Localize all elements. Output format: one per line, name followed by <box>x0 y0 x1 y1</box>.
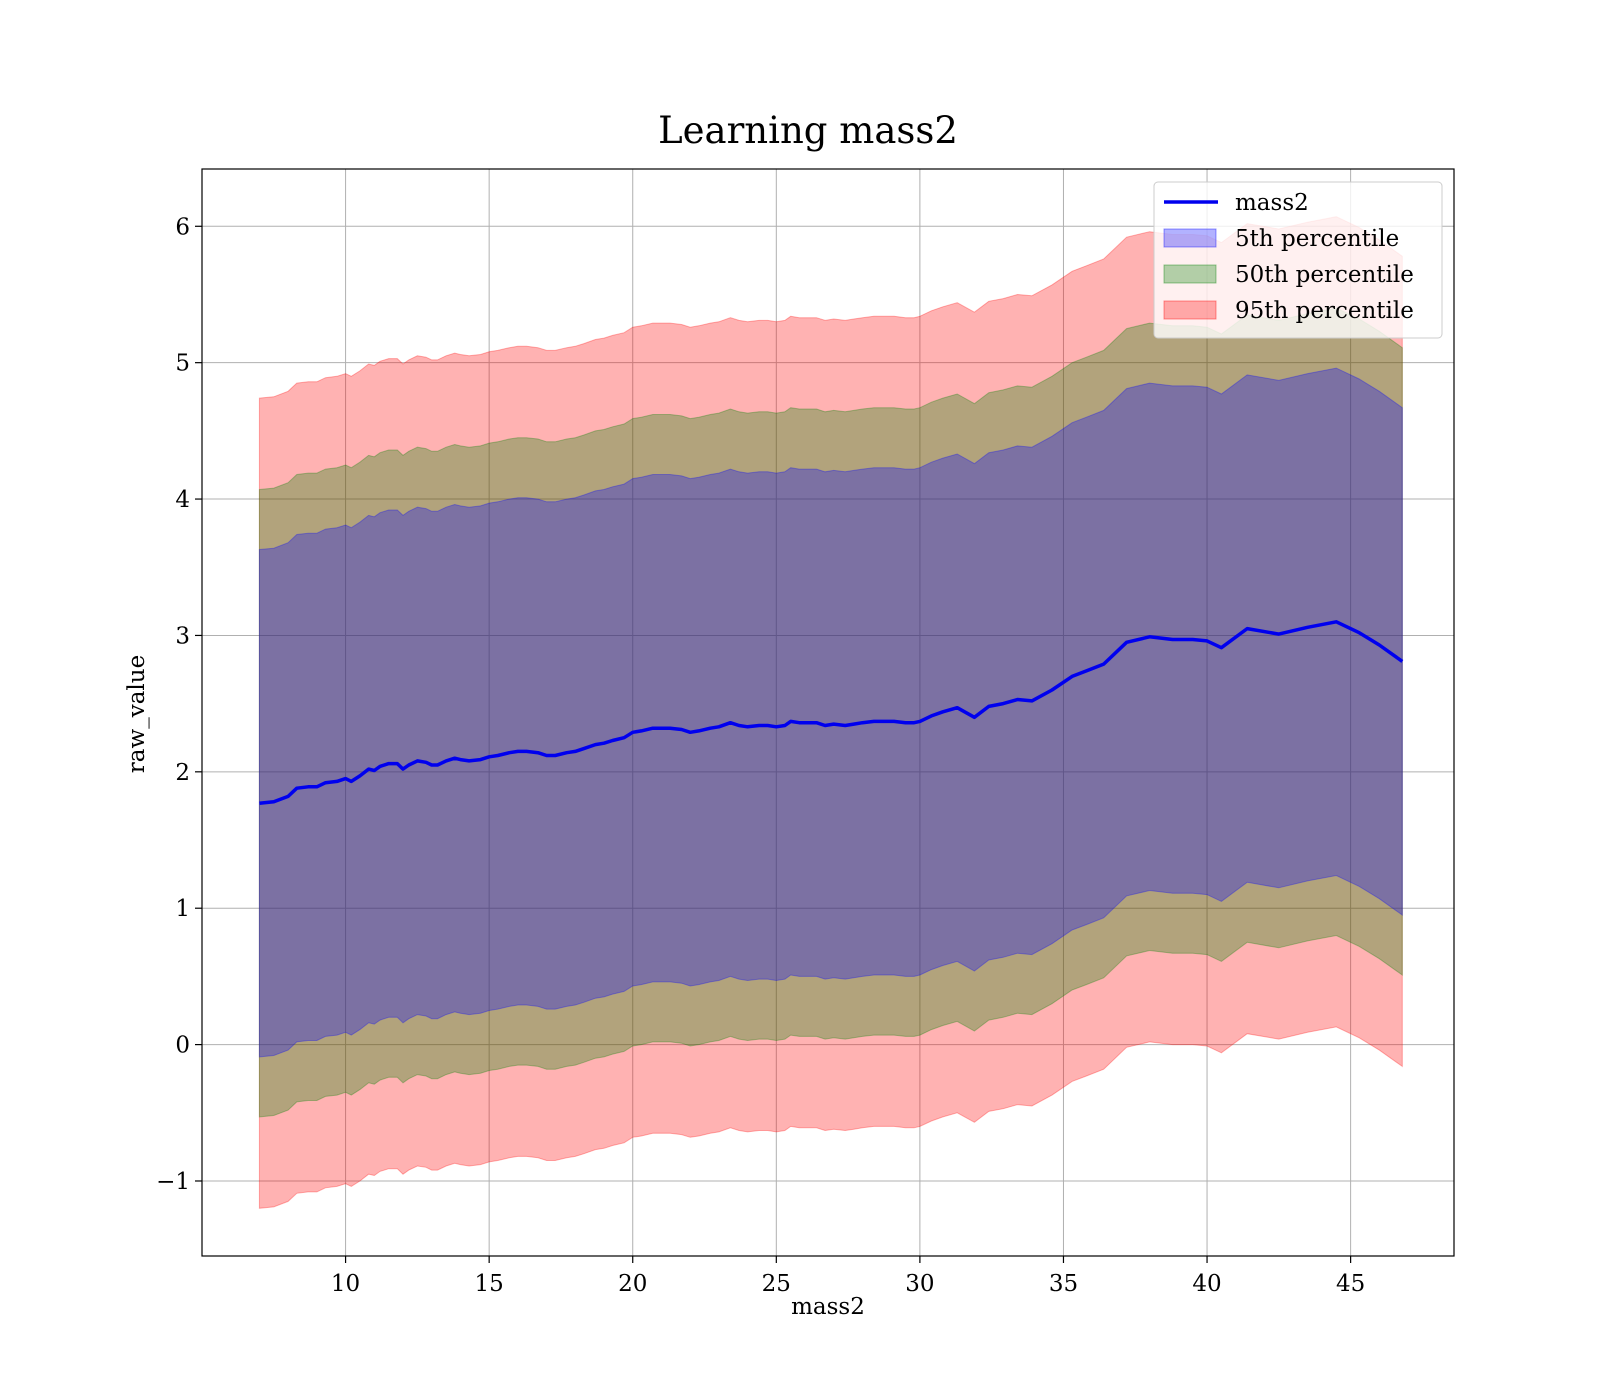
y-tick-label: −1 <box>156 1169 190 1195</box>
legend-label: 95th percentile <box>1235 298 1414 324</box>
plot-frame <box>201 168 1455 1257</box>
x-tick-label: 25 <box>762 1271 791 1297</box>
legend-label: 50th percentile <box>1235 262 1414 288</box>
x-axis-label: mass2 <box>791 1294 865 1320</box>
legend-frame <box>1153 181 1443 339</box>
series-lines <box>259 620 1404 805</box>
legend: mass2 5th percentile 50th percentile 95th p… <box>1153 181 1443 339</box>
legend-patch-swatch <box>1163 228 1217 248</box>
x-tick-label: 20 <box>618 1271 647 1297</box>
x-tick-label: 30 <box>905 1271 934 1297</box>
legend-patch-swatch <box>1163 300 1217 320</box>
legend-label: 5th percentile <box>1235 226 1399 252</box>
x-tick-label: 35 <box>1049 1271 1078 1297</box>
y-axis-ticks: −1 0 1 2 3 4 5 6 <box>156 214 202 1195</box>
y-tick-label: 4 <box>175 487 190 513</box>
x-axis-ticks: 10 15 20 25 30 35 40 45 <box>331 1256 1365 1297</box>
y-tick-label: 1 <box>175 896 190 922</box>
y-tick-label: 3 <box>175 623 190 649</box>
legend-patch-swatch <box>1163 264 1217 284</box>
x-tick-label: 10 <box>331 1271 360 1297</box>
percentile-bands <box>258 216 1403 1209</box>
chart-title: Learning mass2 <box>658 109 958 152</box>
x-tick-label: 45 <box>1336 1271 1365 1297</box>
grid-vertical <box>345 169 1352 1256</box>
x-tick-label: 15 <box>475 1271 504 1297</box>
x-tick-label: 40 <box>1192 1271 1221 1297</box>
y-tick-label: 0 <box>175 1033 190 1059</box>
y-tick-label: 6 <box>175 214 190 240</box>
y-axis-label: raw_value <box>124 655 150 773</box>
plot-area <box>202 169 1454 1256</box>
series-line-mass2 <box>259 620 1404 805</box>
band-5th-percentile <box>258 367 1403 1058</box>
band-50th-percentile <box>258 307 1403 1118</box>
y-tick-label: 5 <box>175 351 190 377</box>
y-tick-label: 2 <box>175 760 190 786</box>
band-95th-percentile <box>258 216 1403 1209</box>
legend-label: mass2 <box>1235 190 1309 216</box>
